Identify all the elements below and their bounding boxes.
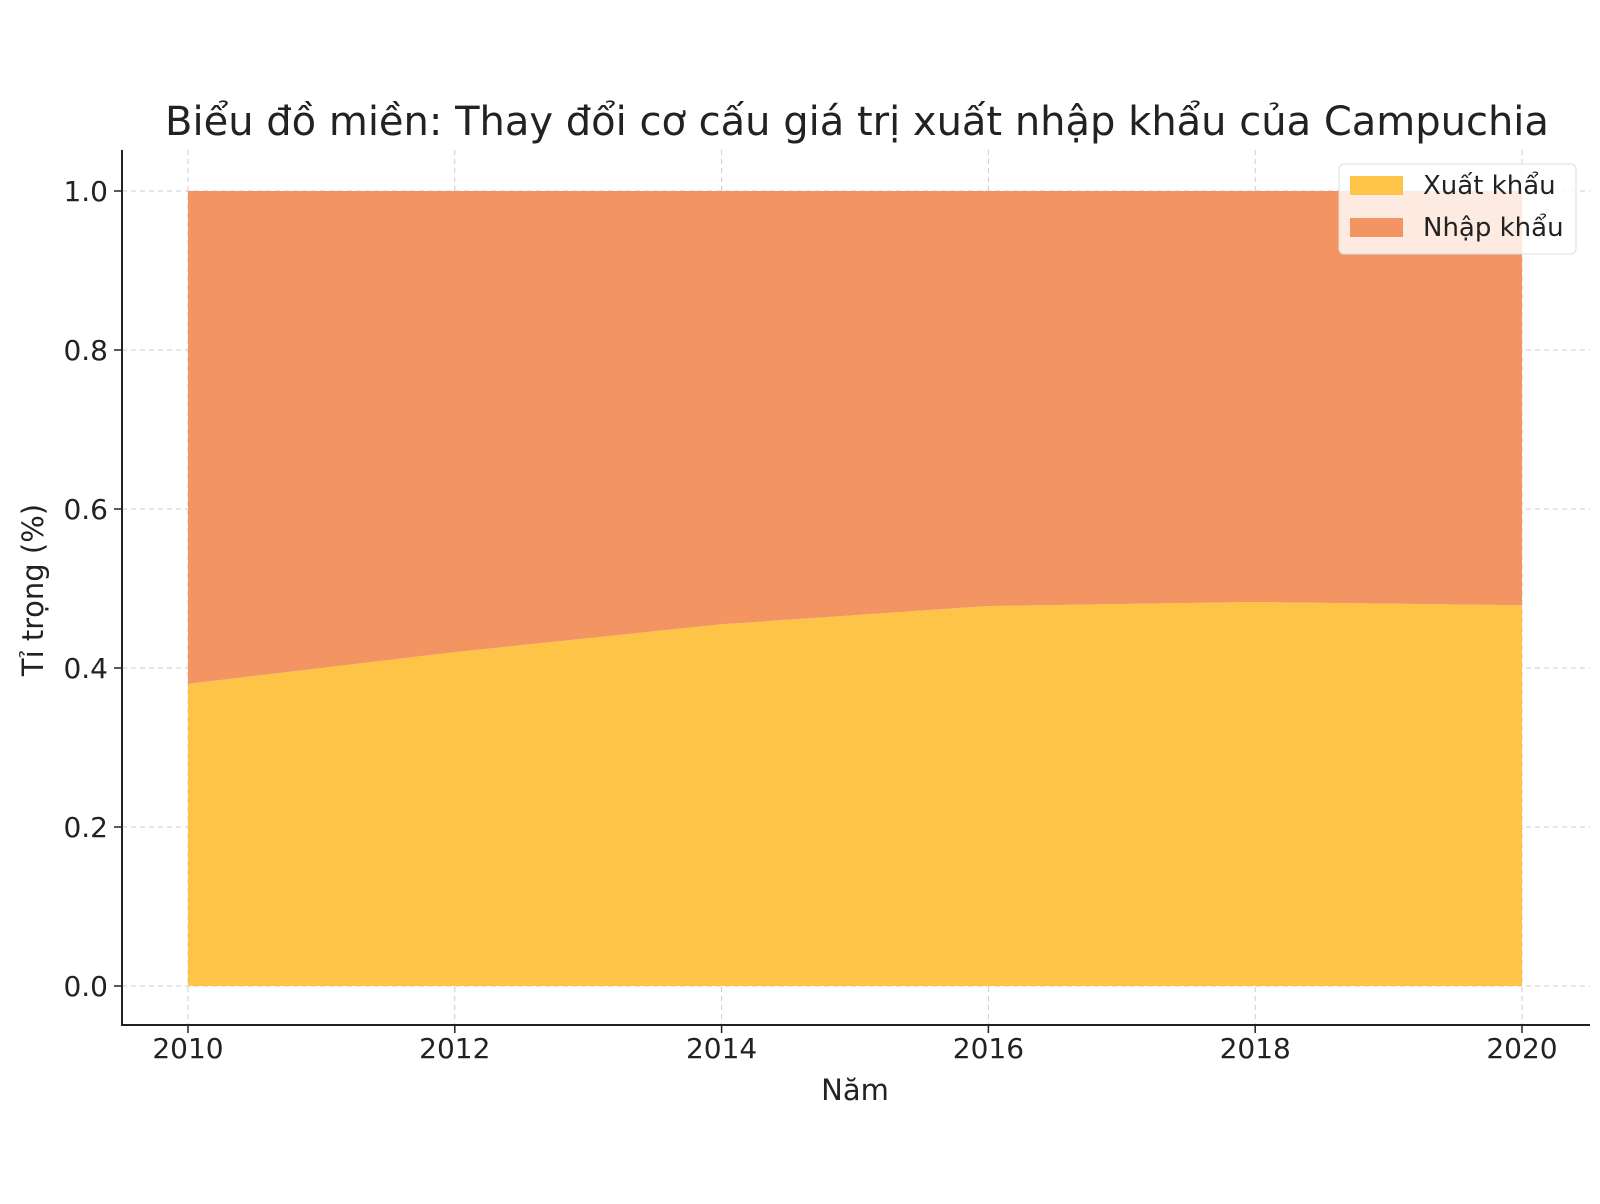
legend-swatch <box>1350 218 1403 237</box>
x-ticks: 2010 2012 2014 2016 2018 2020 <box>152 1025 1558 1065</box>
x-tick-label: 2010 <box>152 1032 223 1065</box>
legend: Xuất khẩu Nhập khẩu <box>1338 163 1577 255</box>
x-tick-label: 2020 <box>1486 1032 1557 1065</box>
axes <box>121 150 1590 1026</box>
area-xuat-khau <box>188 602 1522 986</box>
y-axis-label: Tỉ trọng (%) <box>16 504 50 677</box>
chart-title: Biểu đồ miền: Thay đổi cơ cấu giá trị xu… <box>165 99 1549 145</box>
area-nhap-khau <box>188 191 1522 684</box>
y-ticks: 0.0 0.2 0.4 0.6 0.8 1.0 <box>63 175 122 1003</box>
legend-label: Nhập khẩu <box>1423 212 1564 243</box>
y-tick-label: 0.0 <box>63 970 108 1003</box>
y-tick-label: 1.0 <box>63 175 108 208</box>
y-tick-label: 0.6 <box>63 493 108 526</box>
x-tick-label: 2016 <box>953 1032 1024 1065</box>
x-tick-label: 2014 <box>686 1032 757 1065</box>
y-tick-label: 0.4 <box>63 652 108 685</box>
x-tick-label: 2012 <box>419 1032 490 1065</box>
y-tick-label: 0.8 <box>63 334 108 367</box>
x-tick-label: 2018 <box>1220 1032 1291 1065</box>
x-axis-label: Năm <box>821 1073 889 1107</box>
legend-swatch <box>1350 176 1403 195</box>
areas <box>188 191 1522 986</box>
y-tick-label: 0.2 <box>63 811 108 844</box>
legend-label: Xuất khẩu <box>1423 170 1556 201</box>
